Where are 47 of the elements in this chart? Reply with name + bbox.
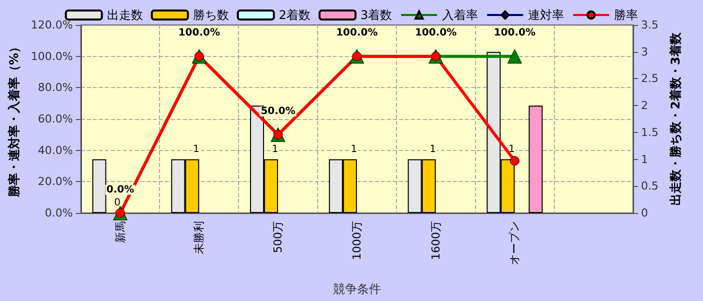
data-label: 1 — [430, 144, 436, 155]
y-tick-label: 20.0% — [38, 175, 73, 188]
legend-label: 3着数 — [360, 8, 392, 22]
x-tick-label: 500万 — [272, 221, 285, 253]
data-label: 100.0% — [414, 28, 457, 39]
data-label: 1 — [350, 144, 358, 155]
data-label: 100.0% — [494, 28, 536, 39]
point — [510, 156, 520, 166]
bar — [528, 106, 543, 213]
y-tick-label: 100.0% — [30, 50, 73, 63]
legend-label: 入着率 — [442, 8, 478, 22]
y2-tick-label: 0.5 — [641, 180, 658, 193]
x-axis-title: 競争条件 — [332, 282, 381, 296]
y2-tick-label: 3 — [641, 45, 648, 58]
x-tick-label: 未勝利 — [192, 221, 206, 254]
legend-label: 勝ち数 — [192, 8, 229, 22]
data-label: 100.0% — [336, 28, 378, 39]
x-tick-label: 新馬 — [114, 221, 127, 243]
bar — [92, 159, 106, 213]
data-label: 1 — [508, 144, 515, 155]
data-label: 1 — [192, 144, 200, 155]
legend-label: 勝率 — [614, 8, 638, 22]
data-label: 50.0% — [260, 106, 296, 117]
legend-label: 連対率 — [528, 8, 564, 22]
y-axis-title: 勝率・連対率・入着率（%） — [7, 40, 21, 198]
y2-tick-label: 3.5 — [641, 18, 658, 32]
x-tick-label: 1600万 — [429, 221, 442, 260]
data-label: 1 — [272, 144, 278, 155]
legend-label: 出走数 — [106, 8, 143, 22]
y2-axis-title: 出走数・勝ち数・2着数・3着数 — [668, 32, 682, 206]
y2-tick-label: 1.5 — [641, 126, 658, 139]
y2-tick-label: 1 — [641, 152, 648, 166]
y-tick-label: 120.0% — [30, 18, 73, 32]
y-tick-label: 40.0% — [38, 144, 73, 157]
data-label: 100.0% — [178, 28, 220, 39]
point — [507, 49, 522, 64]
x-tick-label: 1000万 — [350, 221, 364, 260]
y2-tick-label: 0 — [641, 206, 648, 220]
y-tick-label: 0.0% — [44, 206, 73, 220]
y-tick-label: 60.0% — [38, 112, 73, 126]
y2-tick-label: 2 — [641, 99, 648, 112]
data-label: 0 — [114, 198, 120, 208]
x-tick-label: オープン — [508, 221, 522, 265]
y-tick-label: 80.0% — [38, 81, 73, 94]
y2-tick-label: 2.5 — [641, 72, 658, 86]
data-label: 0.0% — [106, 184, 134, 196]
legend-label: 2着数 — [278, 8, 311, 22]
